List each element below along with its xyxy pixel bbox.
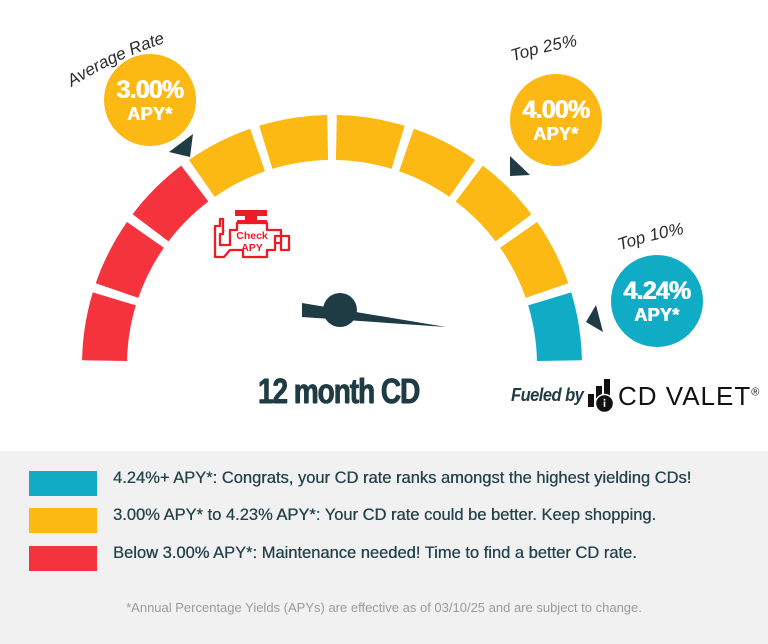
svg-text:Top 10%: Top 10% <box>615 219 685 254</box>
svg-text:Top 25%: Top 25% <box>508 31 578 65</box>
svg-text:Check: Check <box>236 230 268 242</box>
svg-text:APY: APY <box>241 242 263 254</box>
